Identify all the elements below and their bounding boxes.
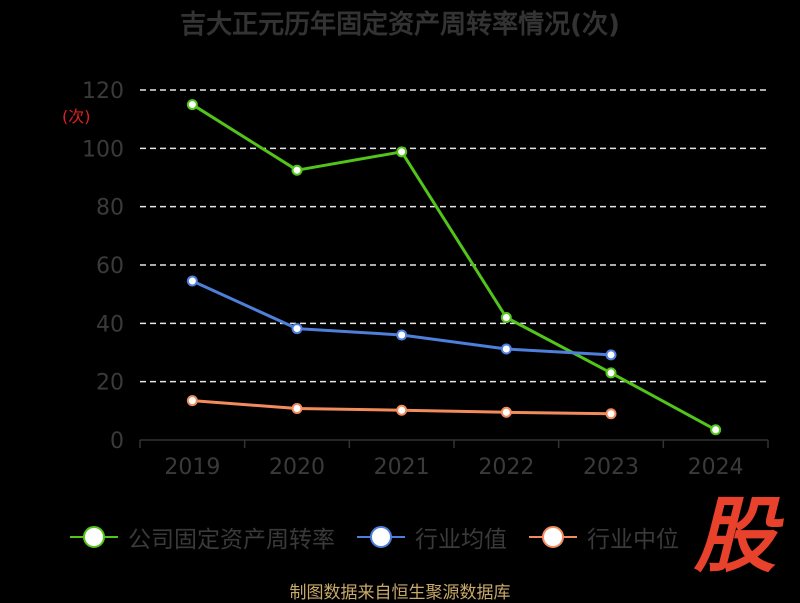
x-tick-label: 2019 — [164, 455, 220, 480]
data-point — [710, 424, 722, 436]
legend-item-industry-median[interactable]: 行业中位 — [529, 520, 679, 554]
data-point — [500, 343, 512, 355]
grid-lines — [140, 89, 768, 383]
data-source-note: 制图数据来自恒生聚源数据库 — [289, 583, 511, 603]
legend-marker-industry-mean — [357, 525, 405, 549]
legend-label-industry-median: 行业中位 — [587, 527, 679, 553]
data-point — [291, 403, 303, 414]
y-tick-label: 40 — [96, 312, 124, 337]
legend-item-company[interactable]: 公司固定资产周转率 — [70, 520, 335, 554]
data-point — [396, 329, 408, 341]
x-tick-label: 2023 — [583, 455, 639, 480]
legend-label-company: 公司固定资产周转率 — [128, 527, 335, 553]
data-point — [605, 367, 617, 379]
data-point — [186, 99, 198, 111]
data-point — [605, 408, 617, 420]
data-point — [291, 164, 303, 176]
series-line-0 — [191, 103, 717, 432]
series-line-1 — [191, 279, 612, 357]
legend-item-industry-mean[interactable]: 行业均值 — [357, 520, 507, 554]
legend-label-industry-mean: 行业均值 — [415, 527, 507, 553]
legend: 公司固定资产周转率 行业均值 行业中位 — [70, 520, 701, 554]
chart-title: 吉大正元历年固定资产周转率情况(次) — [180, 10, 620, 40]
y-tick-label: 0 — [110, 429, 124, 454]
data-point — [186, 275, 198, 287]
y-axis-label: (次) — [62, 107, 91, 126]
data-point — [186, 395, 198, 407]
series-layer — [186, 99, 722, 436]
x-tick-label: 2022 — [478, 455, 534, 480]
y-tick-label: 60 — [96, 254, 124, 279]
x-tick-label: 2021 — [374, 455, 430, 480]
watermark-logo: 股 — [694, 489, 776, 584]
axes: 0 20 40 60 80 100 120 2019 2020 2021 2022 2023 2024 — [82, 79, 769, 480]
data-point — [291, 323, 303, 335]
y-tick-label: 80 — [96, 196, 124, 221]
data-point — [500, 406, 512, 418]
data-point — [396, 404, 408, 416]
y-tick-label: 20 — [96, 371, 124, 396]
legend-marker-industry-median — [529, 525, 577, 549]
y-tick-label: 100 — [82, 137, 124, 162]
y-tick-label: 120 — [82, 79, 124, 104]
data-point — [396, 146, 408, 158]
x-tick-label: 2024 — [688, 455, 744, 480]
legend-marker-company — [70, 525, 118, 549]
data-point — [605, 349, 617, 361]
data-point — [500, 312, 512, 323]
x-tick-label: 2020 — [269, 455, 325, 480]
